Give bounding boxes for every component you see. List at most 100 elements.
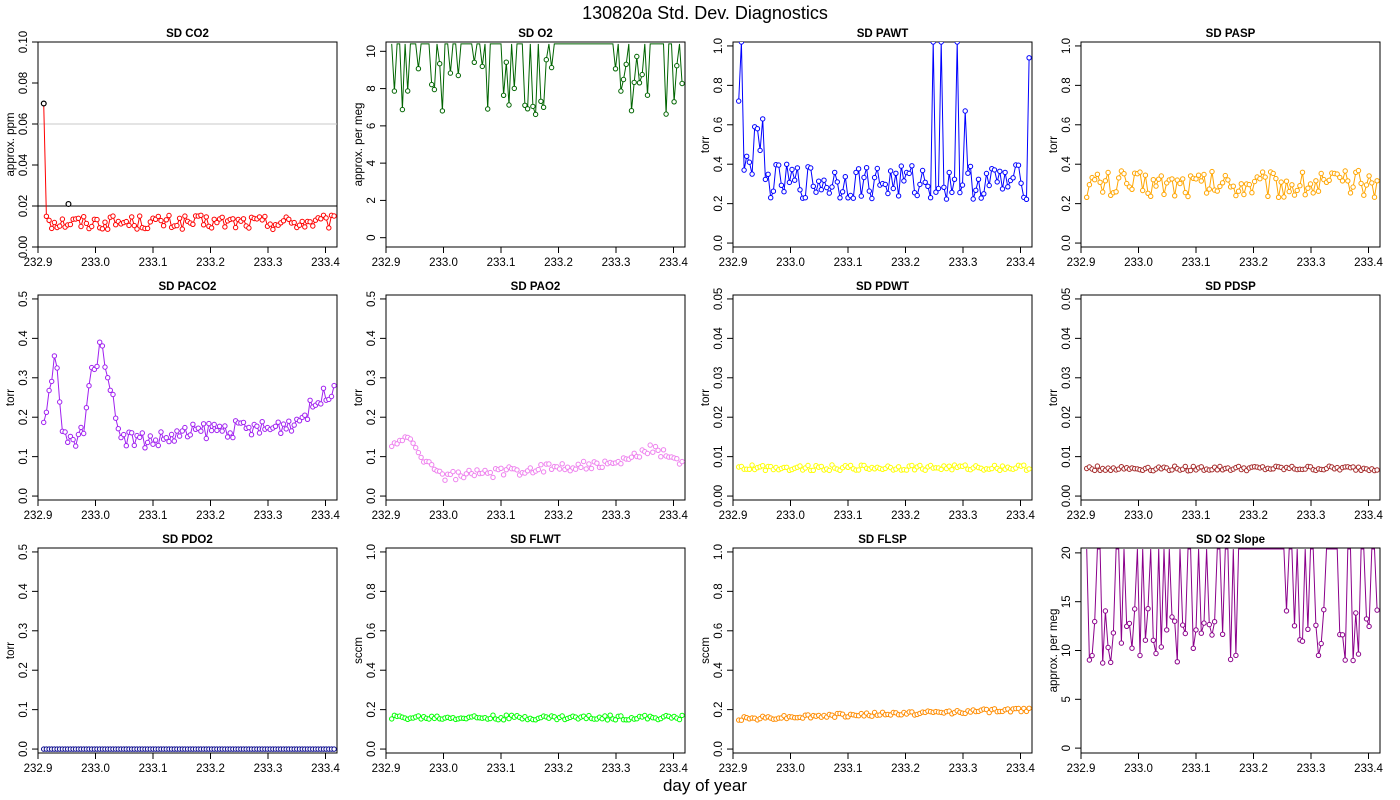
x-tick-label: 233.3 — [602, 510, 631, 522]
y-tick-label: 0.8 — [713, 583, 725, 599]
data-point — [163, 217, 170, 223]
data-point — [219, 214, 225, 221]
x-tick-label: 233.3 — [602, 257, 631, 269]
y-tick-label: 0.04 — [18, 153, 30, 176]
data-point — [1198, 630, 1205, 636]
data-point — [431, 86, 438, 93]
data-point — [208, 427, 215, 434]
data-point — [278, 430, 284, 436]
data-point — [580, 458, 587, 465]
data-point — [1140, 187, 1146, 194]
data-point — [1124, 180, 1130, 187]
data-point — [1286, 188, 1292, 195]
data-point — [232, 224, 239, 231]
data-point — [1169, 176, 1175, 182]
x-tick-label: 233.4 — [311, 257, 340, 269]
data-point — [559, 461, 565, 467]
y-axis-label: torr — [700, 389, 712, 406]
data-point — [933, 189, 939, 195]
data-point — [959, 182, 966, 188]
panel-0: SD CO2 232.9 233.0 233.1 233.2 233.3 233.4 0.00… — [5, 28, 340, 269]
data-point — [1180, 176, 1186, 182]
data-point — [941, 184, 947, 191]
plot-frame — [37, 294, 338, 501]
data-point — [895, 193, 902, 199]
data-point — [1185, 193, 1191, 200]
data-point — [903, 467, 910, 473]
y-tick-label: 1.0 — [713, 544, 725, 560]
y-tick-label: 0.4 — [18, 330, 30, 347]
data-point — [187, 432, 194, 438]
data-point — [1172, 618, 1178, 624]
data-point — [46, 217, 52, 224]
data-point — [1227, 656, 1234, 663]
data-point — [548, 64, 555, 71]
y-tick-label: 0.0 — [366, 488, 378, 504]
data-point — [671, 99, 677, 105]
data-point — [832, 169, 838, 176]
x-tick-label: 233.2 — [891, 510, 920, 522]
data-point — [1177, 180, 1183, 187]
x-tick-label: 232.9 — [372, 510, 401, 522]
data-point — [1214, 188, 1221, 194]
data-point — [967, 163, 974, 170]
plot-frame — [732, 294, 1033, 501]
data-point — [1190, 463, 1197, 470]
y-tick-label: 0.1 — [18, 702, 30, 718]
y-tick-label: 1.0 — [713, 38, 725, 54]
data-point — [158, 217, 164, 224]
data-point — [1142, 637, 1149, 643]
data-point — [389, 443, 395, 450]
data-point — [618, 88, 624, 94]
data-point — [286, 216, 292, 223]
data-point — [302, 224, 308, 230]
data-point — [113, 415, 119, 421]
x-tick-label: 233.3 — [1297, 257, 1326, 269]
data-point — [123, 443, 130, 449]
x-tick-label: 233.3 — [1297, 510, 1326, 522]
data-point — [94, 363, 100, 370]
data-point — [760, 116, 766, 122]
panel-7: SD PDSP 232.9 233.0 233.1 233.2 233.3 233.4 0.0… — [1048, 281, 1383, 522]
data-point — [855, 166, 862, 172]
plot-frame — [1080, 294, 1381, 501]
x-tick-label: 233.0 — [429, 763, 458, 775]
data-point — [540, 104, 547, 111]
data-point — [925, 183, 931, 190]
data-point — [134, 226, 140, 232]
data-point — [639, 71, 645, 78]
data-point — [757, 147, 763, 154]
data-point — [1366, 173, 1372, 179]
data-point — [802, 195, 808, 201]
data-point — [291, 422, 297, 428]
series-group — [1086, 548, 1380, 666]
data-point — [746, 159, 753, 165]
y-tick-label: 0.02 — [18, 195, 30, 217]
x-tick-label: 233.3 — [949, 763, 978, 775]
data-point — [768, 195, 774, 201]
data-point — [981, 191, 987, 197]
data-point — [1209, 168, 1215, 175]
panel-1: SD O2 232.9 233.0 233.1 233.2 233.3 233.4 0 2 4 6 8… — [353, 28, 688, 269]
data-point — [829, 184, 835, 190]
data-point — [532, 111, 539, 118]
data-point — [762, 467, 769, 474]
panel-3: SD PASP 232.9 233.0 233.1 233.2 233.3 233.4 0.0… — [1048, 28, 1383, 269]
x-tick-label: 233.0 — [1124, 510, 1153, 522]
data-point — [538, 462, 544, 468]
data-point — [1084, 194, 1090, 201]
data-point — [1374, 607, 1380, 613]
panel-title: SD PAO2 — [511, 281, 561, 293]
data-point — [887, 168, 894, 174]
series-group — [736, 705, 1032, 723]
x-tick-label: 233.1 — [1182, 257, 1211, 269]
data-point — [1291, 623, 1298, 629]
x-tick-label: 233.1 — [139, 257, 168, 269]
data-point — [1273, 175, 1279, 182]
data-point — [176, 215, 183, 222]
data-point — [679, 80, 685, 87]
data-point — [604, 717, 611, 723]
data-point — [81, 214, 87, 220]
data-point — [54, 365, 60, 371]
panel-4: SD PACO2 232.9 233.0 233.1 233.2 233.3 233.4 0.… — [5, 281, 340, 522]
